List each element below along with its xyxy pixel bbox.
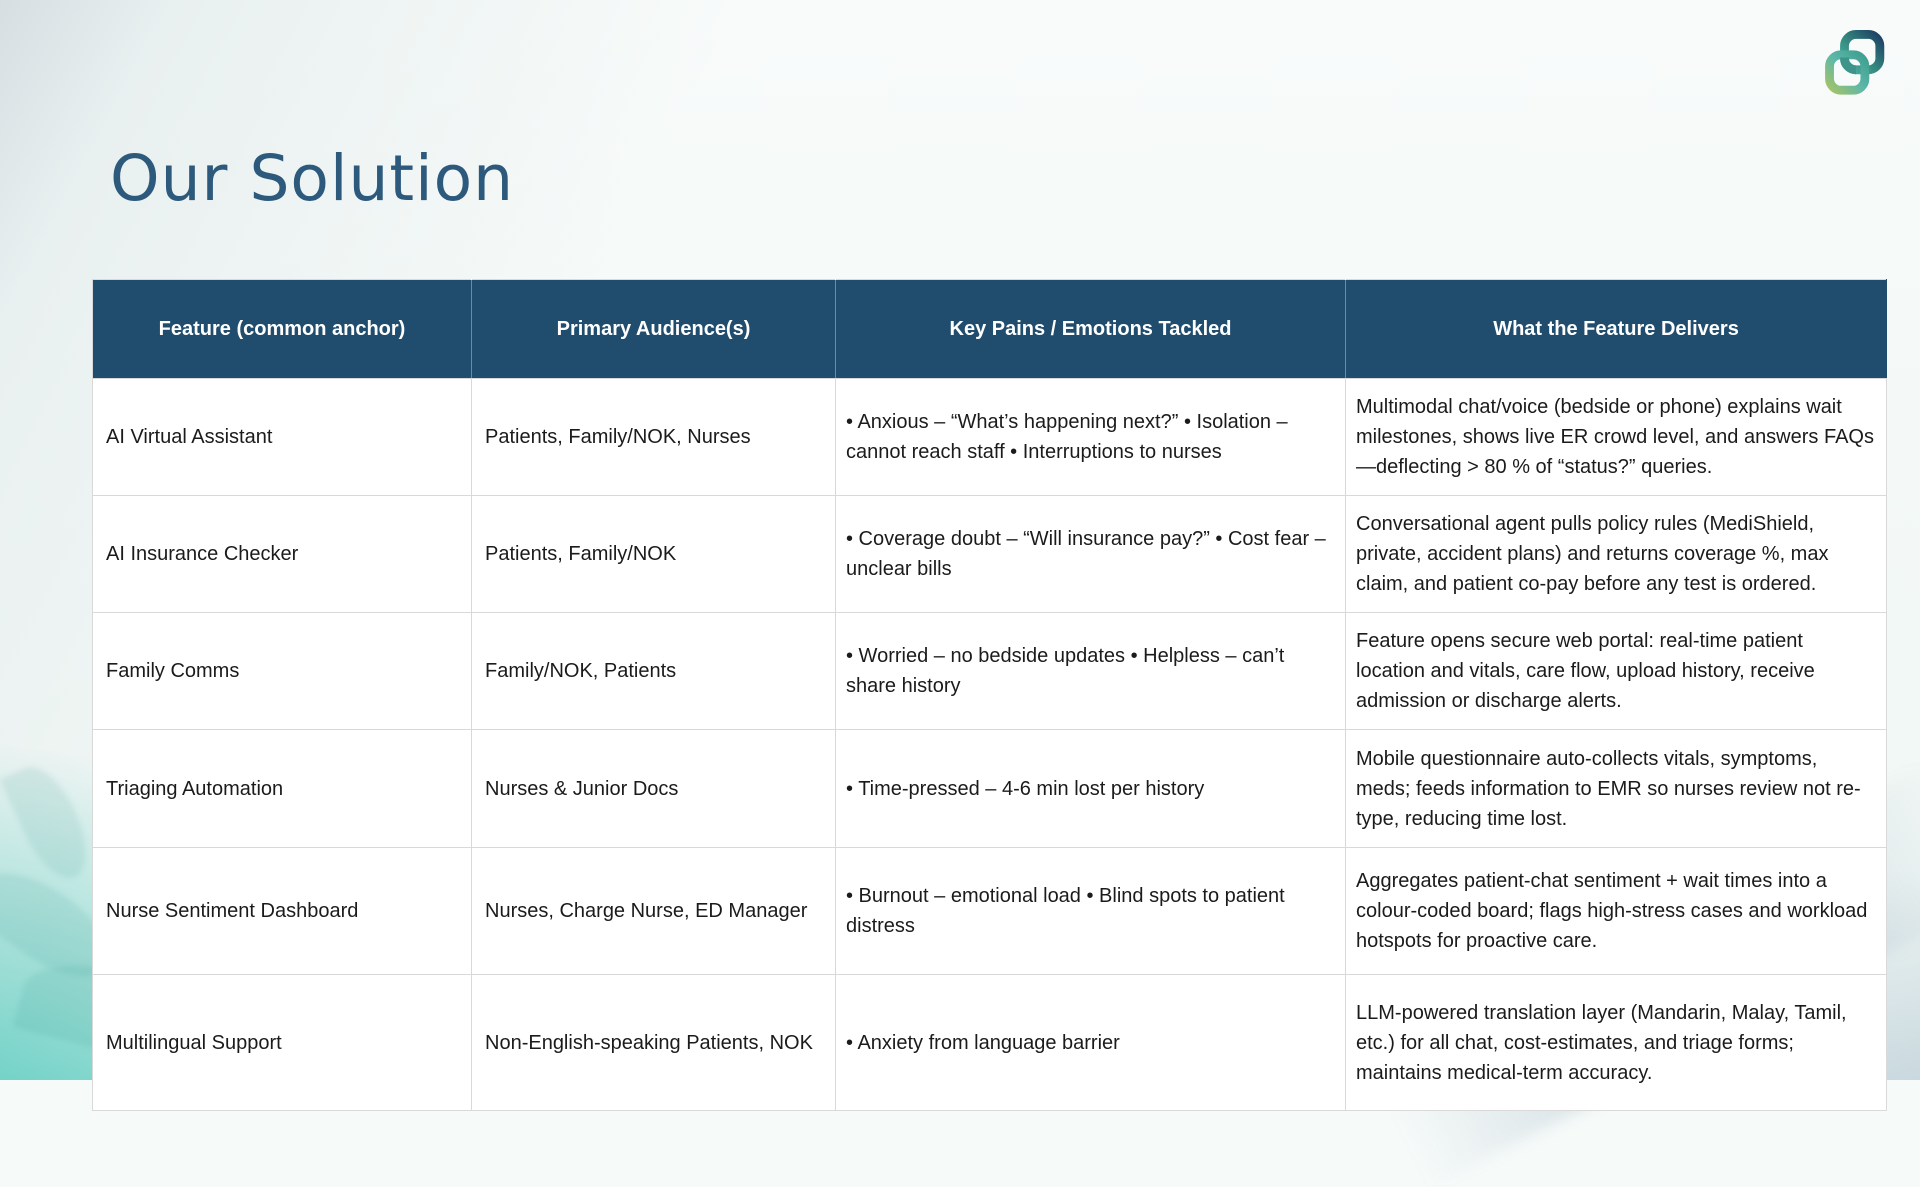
table-row: Triaging Automation Nurses & Junior Docs…	[92, 729, 1887, 848]
cell-delivers: Feature opens secure web portal: real-ti…	[1345, 612, 1887, 730]
cell-feature: AI Insurance Checker	[92, 495, 472, 613]
page-title: Our Solution	[110, 142, 515, 216]
cell-audience: Nurses & Junior Docs	[471, 729, 836, 848]
cell-audience: Patients, Family/NOK	[471, 495, 836, 613]
cell-feature: Multilingual Support	[92, 974, 472, 1111]
column-header-audience: Primary Audience(s)	[471, 279, 836, 379]
table-row: AI Virtual Assistant Patients, Family/NO…	[92, 378, 1887, 496]
cell-audience: Non-English-speaking Patients, NOK	[471, 974, 836, 1111]
column-header-feature: Feature (common anchor)	[92, 279, 472, 379]
cell-pains: • Worried – no bedside updates • Helples…	[835, 612, 1346, 730]
cell-delivers: Aggregates patient-chat sentiment + wait…	[1345, 847, 1887, 975]
cell-delivers: Mobile questionnaire auto-collects vital…	[1345, 729, 1887, 848]
solution-table: Feature (common anchor) Primary Audience…	[92, 279, 1887, 1111]
column-header-delivers: What the Feature Delivers	[1345, 279, 1887, 379]
table-row: AI Insurance Checker Patients, Family/NO…	[92, 495, 1887, 613]
cell-delivers: LLM-powered translation layer (Mandarin,…	[1345, 974, 1887, 1111]
cell-pains: • Coverage doubt – “Will insurance pay?”…	[835, 495, 1346, 613]
cell-delivers: Multimodal chat/voice (bedside or phone)…	[1345, 378, 1887, 496]
cell-pains: • Burnout – emotional load • Blind spots…	[835, 847, 1346, 975]
cell-audience: Patients, Family/NOK, Nurses	[471, 378, 836, 496]
column-header-pains: Key Pains / Emotions Tackled	[835, 279, 1346, 379]
table-row: Nurse Sentiment Dashboard Nurses, Charge…	[92, 847, 1887, 975]
table-row: Family Comms Family/NOK, Patients • Worr…	[92, 612, 1887, 730]
table-header-row: Feature (common anchor) Primary Audience…	[92, 279, 1887, 379]
cell-pains: • Time-pressed – 4-6 min lost per histor…	[835, 729, 1346, 848]
cell-feature: Nurse Sentiment Dashboard	[92, 847, 472, 975]
cell-pains: • Anxious – “What’s happening next?” • I…	[835, 378, 1346, 496]
table-row: Multilingual Support Non-English-speakin…	[92, 974, 1887, 1111]
cell-audience: Family/NOK, Patients	[471, 612, 836, 730]
cell-feature: Triaging Automation	[92, 729, 472, 848]
cell-feature: Family Comms	[92, 612, 472, 730]
cell-feature: AI Virtual Assistant	[92, 378, 472, 496]
cell-pains: • Anxiety from language barrier	[835, 974, 1346, 1111]
linked-hearts-logo-icon	[1820, 26, 1888, 100]
cell-audience: Nurses, Charge Nurse, ED Manager	[471, 847, 836, 975]
cell-delivers: Conversational agent pulls policy rules …	[1345, 495, 1887, 613]
